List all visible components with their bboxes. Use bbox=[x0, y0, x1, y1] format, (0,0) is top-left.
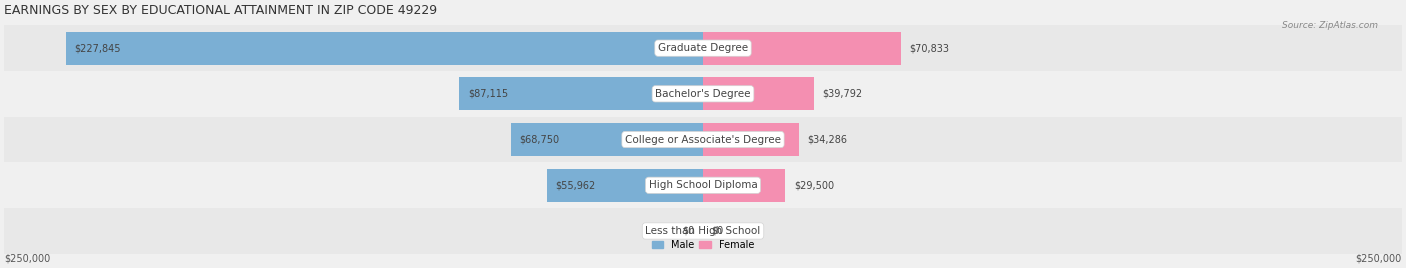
Text: Graduate Degree: Graduate Degree bbox=[658, 43, 748, 53]
Text: Source: ZipAtlas.com: Source: ZipAtlas.com bbox=[1282, 21, 1378, 31]
Text: $29,500: $29,500 bbox=[794, 180, 834, 190]
Text: High School Diploma: High School Diploma bbox=[648, 180, 758, 190]
Text: $227,845: $227,845 bbox=[75, 43, 121, 53]
Bar bbox=[703, 169, 786, 202]
Bar bbox=[703, 77, 814, 110]
Bar bbox=[4, 117, 1402, 162]
Bar bbox=[4, 71, 1402, 117]
Text: $70,833: $70,833 bbox=[910, 43, 949, 53]
Text: $55,962: $55,962 bbox=[555, 180, 595, 190]
Text: Less than High School: Less than High School bbox=[645, 226, 761, 236]
Text: $34,286: $34,286 bbox=[807, 135, 848, 144]
Legend: Male, Female: Male, Female bbox=[648, 236, 758, 254]
Text: $0: $0 bbox=[711, 226, 724, 236]
Bar bbox=[547, 169, 703, 202]
Text: $0: $0 bbox=[682, 226, 695, 236]
Text: $68,750: $68,750 bbox=[519, 135, 560, 144]
Text: $87,115: $87,115 bbox=[468, 89, 508, 99]
Text: $39,792: $39,792 bbox=[823, 89, 863, 99]
Bar bbox=[66, 32, 703, 65]
Text: EARNINGS BY SEX BY EDUCATIONAL ATTAINMENT IN ZIP CODE 49229: EARNINGS BY SEX BY EDUCATIONAL ATTAINMEN… bbox=[4, 4, 437, 17]
Bar bbox=[510, 123, 703, 156]
Bar bbox=[460, 77, 703, 110]
Text: $250,000: $250,000 bbox=[1355, 254, 1402, 264]
Bar bbox=[4, 208, 1402, 254]
Text: $250,000: $250,000 bbox=[4, 254, 51, 264]
Text: Bachelor's Degree: Bachelor's Degree bbox=[655, 89, 751, 99]
Text: College or Associate's Degree: College or Associate's Degree bbox=[626, 135, 780, 144]
Bar bbox=[4, 162, 1402, 208]
Bar bbox=[703, 32, 901, 65]
Bar bbox=[703, 123, 799, 156]
Bar bbox=[4, 25, 1402, 71]
